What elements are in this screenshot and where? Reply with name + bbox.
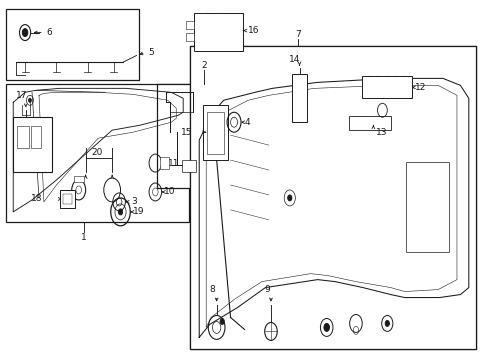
Text: 15: 15	[181, 128, 193, 137]
Bar	[63, 194, 72, 204]
Bar	[206, 112, 223, 154]
Bar	[6, 84, 188, 222]
Text: 17: 17	[16, 91, 27, 100]
Bar	[203, 105, 227, 160]
Bar	[18, 126, 28, 148]
Bar	[185, 21, 194, 28]
Bar	[194, 13, 243, 50]
Text: 16: 16	[247, 26, 259, 35]
Bar	[190, 45, 475, 349]
Circle shape	[287, 195, 291, 201]
Text: 14: 14	[288, 55, 300, 64]
Bar	[31, 126, 41, 148]
Bar	[291, 75, 306, 122]
Text: 2: 2	[201, 61, 206, 70]
Bar	[60, 190, 75, 208]
Bar	[13, 117, 51, 172]
Bar	[185, 32, 194, 41]
Circle shape	[22, 28, 28, 37]
Bar	[6, 9, 138, 80]
Text: 20: 20	[91, 148, 102, 157]
Text: 4: 4	[244, 118, 250, 127]
Circle shape	[220, 319, 224, 324]
Bar	[361, 76, 411, 98]
Bar	[348, 116, 390, 130]
Text: 10: 10	[164, 188, 176, 197]
Bar	[405, 162, 448, 252]
Text: 8: 8	[209, 285, 215, 294]
Circle shape	[385, 320, 388, 327]
Text: 9: 9	[264, 285, 269, 294]
Text: 6: 6	[46, 28, 52, 37]
Bar	[159, 157, 169, 169]
Bar	[190, 45, 475, 349]
Text: 12: 12	[414, 83, 426, 92]
Text: 13: 13	[375, 128, 386, 137]
Circle shape	[118, 209, 122, 215]
Text: 3: 3	[131, 197, 137, 206]
Text: 19: 19	[133, 207, 144, 216]
Text: 11: 11	[167, 158, 179, 167]
Text: 18: 18	[31, 194, 42, 203]
Text: 1: 1	[81, 233, 87, 242]
Bar	[74, 176, 83, 182]
Text: 5: 5	[148, 48, 154, 57]
Circle shape	[323, 323, 329, 332]
Text: 7: 7	[295, 30, 301, 39]
Bar	[182, 160, 195, 172]
Circle shape	[28, 98, 31, 102]
Bar	[157, 84, 265, 188]
